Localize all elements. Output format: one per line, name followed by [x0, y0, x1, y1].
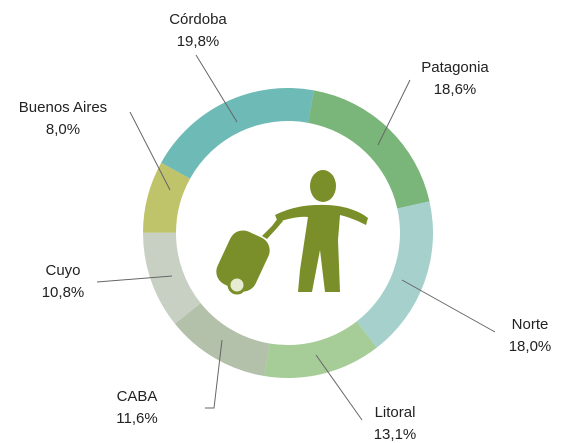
slice-label: CABA — [117, 388, 158, 405]
slice — [264, 321, 377, 378]
slice — [161, 88, 315, 179]
value-label: 19,8% — [177, 33, 220, 50]
slice-label: Buenos Aires — [19, 99, 107, 116]
value-label: 11,6% — [116, 410, 157, 427]
leader-line — [377, 79, 411, 146]
slice-label: Patagonia — [421, 59, 489, 76]
donut — [142, 88, 433, 378]
slice — [356, 201, 433, 348]
slice-label: Cuyo — [45, 262, 80, 279]
leader-line — [129, 111, 171, 191]
slice-label: Norte — [512, 316, 549, 333]
value-label: 8,0% — [46, 121, 80, 138]
slice — [143, 162, 191, 233]
value-label: 18,0% — [509, 338, 552, 355]
value-label: 18,6% — [434, 81, 477, 98]
slice-label: Litoral — [375, 404, 416, 421]
slice — [308, 90, 430, 209]
slice-label: Córdoba — [169, 11, 227, 28]
slice — [174, 303, 270, 377]
leader-line — [315, 354, 363, 421]
leader-line — [195, 54, 238, 123]
leader-line — [401, 279, 496, 333]
leader-line — [96, 275, 173, 283]
slice — [142, 232, 201, 324]
traveler-icon — [216, 170, 368, 295]
value-label: 10,8% — [42, 284, 85, 301]
value-label: 13,1% — [374, 426, 417, 443]
leader-line — [205, 339, 223, 409]
